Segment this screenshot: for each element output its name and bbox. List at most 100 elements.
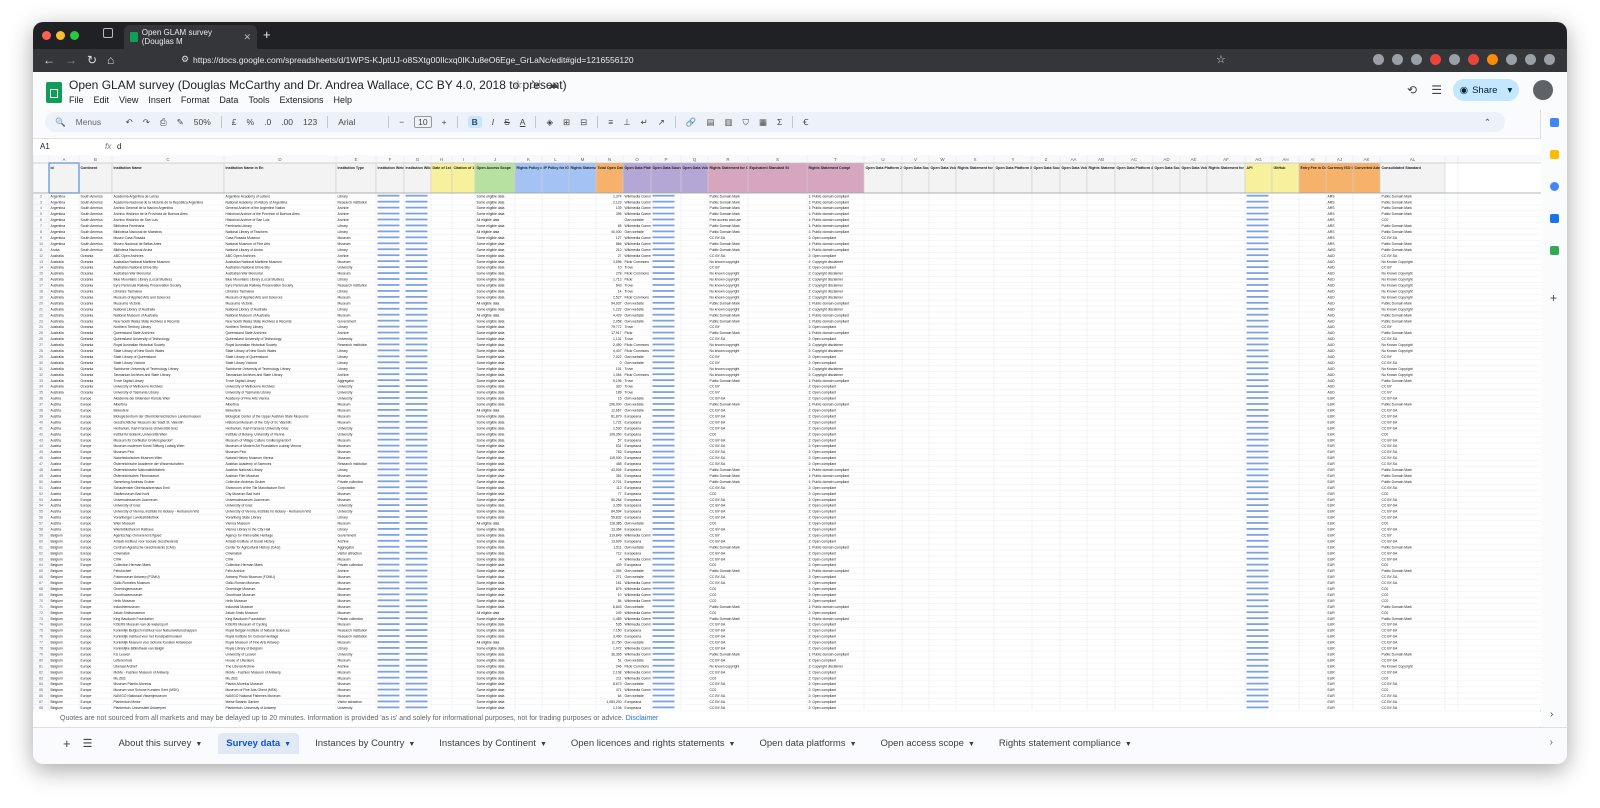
explore-icon[interactable]: › xyxy=(1549,737,1553,748)
column-letter[interactable]: AC xyxy=(1131,157,1138,162)
table-cell[interactable]: Oceania xyxy=(81,343,94,347)
table-cell[interactable]: EUR xyxy=(1328,557,1336,561)
table-cell[interactable]: 2: Open compliant xyxy=(809,361,837,365)
table-cell[interactable]: Europe xyxy=(81,480,92,484)
table-cell[interactable]: 1: Public domain compliant xyxy=(809,206,850,210)
link-cell[interactable] xyxy=(652,444,675,447)
table-cell[interactable]: State Library Victoria xyxy=(226,361,258,365)
link-cell[interactable] xyxy=(377,647,400,649)
table-cell[interactable]: Visitor attraction xyxy=(338,551,362,555)
table-cell[interactable]: Austria xyxy=(51,504,62,508)
table-cell[interactable]: Europeana xyxy=(625,480,642,484)
table-cell[interactable]: Mu.ZEE xyxy=(114,676,127,680)
table-cell[interactable]: Museum xyxy=(338,301,351,305)
table-cell[interactable]: AUD xyxy=(1328,367,1336,371)
table-cell[interactable]: Australia xyxy=(51,367,64,371)
document-title[interactable]: Open GLAM survey (Douglas McCarthy and D… xyxy=(69,78,567,92)
link-cell[interactable] xyxy=(377,284,400,286)
table-cell[interactable]: Some eligible data xyxy=(477,266,505,270)
link-cell[interactable] xyxy=(405,242,428,245)
table-cell[interactable]: Europe xyxy=(81,670,92,674)
table-cell[interactable]: Belgium xyxy=(51,593,63,597)
table-cell[interactable]: Archive xyxy=(338,373,349,377)
column-letter[interactable]: P xyxy=(664,157,667,162)
table-cell[interactable]: AUD xyxy=(1328,373,1336,377)
link-cell[interactable] xyxy=(377,462,400,465)
table-cell[interactable]: Museum of Modern Art Foundation Ludwig V… xyxy=(226,444,301,448)
table-cell[interactable]: Europe xyxy=(81,403,92,407)
table-cell[interactable]: Australia xyxy=(51,391,64,395)
table-cell[interactable]: KU Leuven xyxy=(114,652,131,656)
table-cell[interactable]: Some eligible data xyxy=(477,373,505,377)
table-cell[interactable]: Europe xyxy=(81,474,92,478)
link-cell[interactable] xyxy=(1246,272,1269,274)
link-cell[interactable] xyxy=(1246,420,1269,423)
link-cell[interactable] xyxy=(377,224,400,227)
table-cell[interactable]: AUD xyxy=(1328,331,1336,335)
table-cell[interactable]: University xyxy=(338,432,353,436)
table-cell[interactable]: Biblioteca Feminaria xyxy=(114,224,145,228)
header-cell[interactable] xyxy=(474,162,516,194)
table-cell[interactable]: Some eligible data xyxy=(477,516,505,520)
table-cell[interactable]: Europeana xyxy=(625,444,642,448)
link-cell[interactable] xyxy=(652,295,675,298)
link-cell[interactable] xyxy=(652,557,675,560)
link-cell[interactable] xyxy=(377,474,400,477)
table-cell[interactable]: Australia xyxy=(51,284,64,288)
fill-color-icon[interactable]: ◈ xyxy=(546,116,554,127)
link-cell[interactable] xyxy=(405,307,428,310)
sheet-tab[interactable]: Survey data ▼ xyxy=(218,732,300,754)
table-cell[interactable]: Wikimedia Comm xyxy=(625,236,652,240)
table-cell[interactable]: Belvedere xyxy=(114,409,129,413)
table-cell[interactable]: 2: Copyright disclaimer xyxy=(809,349,844,353)
link-cell[interactable] xyxy=(652,599,675,602)
link-cell[interactable] xyxy=(377,480,400,483)
table-cell[interactable]: Some eligible data xyxy=(477,510,505,514)
link-cell[interactable] xyxy=(405,456,428,459)
table-cell[interactable]: 1: Public domain compliant xyxy=(809,212,850,216)
link-cell[interactable] xyxy=(652,605,675,608)
table-cell[interactable]: University of Tasmania Library xyxy=(226,391,272,395)
table-cell[interactable]: CC BY-SA xyxy=(710,670,726,674)
table-cell[interactable]: Some eligible data xyxy=(477,212,505,216)
table-cell[interactable]: All eligible data xyxy=(477,409,500,413)
close-tab-icon[interactable]: ✕ xyxy=(243,31,251,42)
table-cell[interactable]: Europe xyxy=(81,694,92,698)
link-cell[interactable] xyxy=(652,218,675,221)
link-cell[interactable] xyxy=(1246,474,1269,477)
table-cell[interactable]: Own website xyxy=(625,307,645,311)
table-cell[interactable]: 2: Open compliant xyxy=(809,694,837,698)
table-cell[interactable]: Belgium xyxy=(51,545,63,549)
table-cell[interactable]: Europe xyxy=(81,522,92,526)
table-cell[interactable]: Some eligible data xyxy=(477,343,505,347)
table-cell[interactable]: CC BY-SA xyxy=(710,504,726,508)
table-cell[interactable]: 395 xyxy=(616,212,622,216)
link-cell[interactable] xyxy=(1246,706,1269,709)
table-cell[interactable]: University xyxy=(338,510,353,514)
table-cell[interactable]: 2: Open compliant xyxy=(809,456,837,460)
link-cell[interactable] xyxy=(1246,266,1269,268)
link-cell[interactable] xyxy=(377,361,400,364)
table-cell[interactable]: Europe xyxy=(81,504,92,508)
table-cell[interactable]: Archive xyxy=(338,218,349,222)
table-cell[interactable]: University xyxy=(338,504,353,508)
table-cell[interactable]: 2: Open compliant xyxy=(809,522,837,526)
link-cell[interactable] xyxy=(405,617,428,620)
table-cell[interactable]: Australia xyxy=(51,331,64,335)
link-cell[interactable] xyxy=(377,694,400,697)
table-cell[interactable]: Europe xyxy=(81,468,92,472)
table-cell[interactable]: Public Domain Mark xyxy=(710,224,741,228)
link-cell[interactable] xyxy=(405,652,428,655)
table-cell[interactable]: Oceania xyxy=(81,301,94,305)
link-cell[interactable] xyxy=(405,230,428,233)
table-cell[interactable]: Royal Belgian Institute of Natural Scien… xyxy=(226,629,290,633)
table-cell[interactable]: Europe xyxy=(81,623,92,627)
collapse-toolbar-icon[interactable]: ⌃ xyxy=(1483,116,1491,127)
table-cell[interactable]: AUD xyxy=(1328,385,1336,389)
table-cell[interactable]: CC BY-SA xyxy=(1382,409,1398,413)
sheet-tab-dropdown-icon[interactable]: ▼ xyxy=(728,740,736,748)
link-cell[interactable] xyxy=(405,278,428,280)
link-cell[interactable] xyxy=(405,331,428,334)
table-cell[interactable]: Austria xyxy=(51,456,62,460)
column-letter[interactable]: N xyxy=(608,157,611,162)
